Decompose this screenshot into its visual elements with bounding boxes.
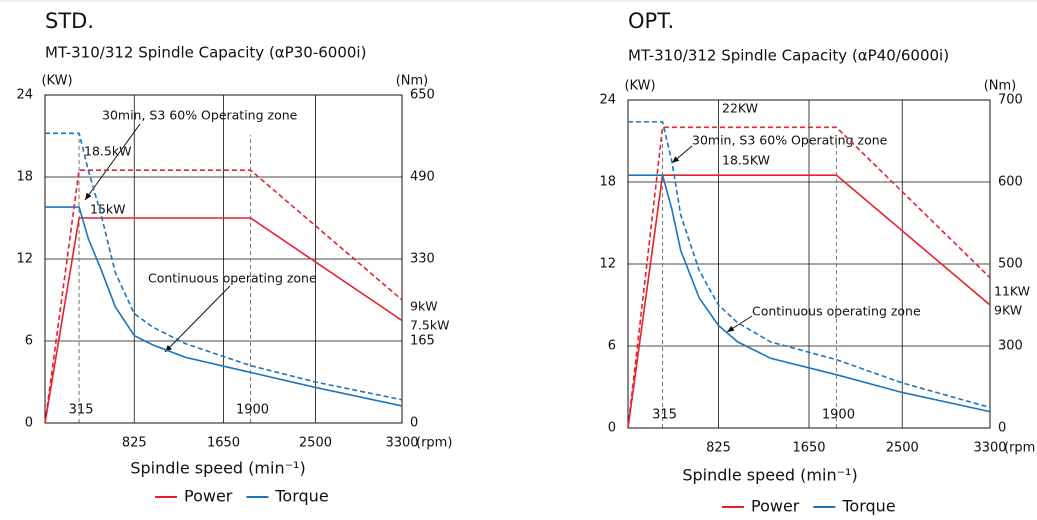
y2-axis-unit: (Nm) — [984, 79, 1017, 94]
x-tick-label: 2500 — [886, 441, 919, 456]
x-axis-unit: (rpm) — [1004, 441, 1037, 456]
y-tick-label: 24 — [16, 88, 33, 103]
y-axis-unit: (KW) — [624, 79, 655, 94]
y-axis-unit: (KW) — [41, 74, 72, 89]
annotation: 11KW — [994, 284, 1030, 299]
plot-border — [44, 94, 403, 424]
annotation-arrow — [671, 145, 693, 164]
x-tick-label: 1650 — [207, 436, 240, 451]
reference-label: 1900 — [236, 403, 269, 418]
plot-border — [627, 99, 991, 429]
reference-label: 315 — [652, 408, 677, 423]
y-tick-label: 12 — [599, 257, 616, 272]
y-tick-label: 6 — [25, 334, 33, 349]
y-tick-label: 24 — [599, 93, 616, 108]
x-tick-label: 2500 — [299, 436, 332, 451]
annotation: 22KW — [722, 101, 758, 116]
y2-tick-label: 330 — [410, 252, 435, 267]
y2-tick-label: 600 — [998, 175, 1023, 190]
y-tick-label: 0 — [25, 416, 33, 431]
legend-label: Power — [184, 487, 233, 506]
annotation: 30min, S3 60% Operating zone — [102, 108, 298, 123]
y2-tick-label: 490 — [410, 170, 435, 185]
y-tick-label: 18 — [599, 175, 616, 190]
legend-label: Torque — [841, 497, 895, 516]
x-axis-unit: (rpm) — [416, 436, 452, 451]
legend-label: Power — [751, 497, 800, 516]
x-tick-label: 3300 — [973, 441, 1006, 456]
x-tick-label: 1650 — [792, 441, 825, 456]
annotation: Continuous operating zone — [148, 271, 317, 286]
x-axis-title: Spindle speed (min⁻¹) — [682, 466, 857, 485]
chart-subtitle: MT-310/312 Spindle Capacity (αP40/6000i) — [628, 47, 949, 65]
y2-tick-label: 650 — [410, 88, 435, 103]
y-tick-label: 12 — [16, 252, 33, 267]
y2-tick-label: 300 — [998, 339, 1023, 354]
y2-tick-label: 165 — [410, 334, 435, 349]
chart-subtitle: MT-310/312 Spindle Capacity (αP30-6000i) — [45, 44, 366, 62]
chart-title: OPT. — [628, 9, 674, 33]
y2-tick-label: 0 — [410, 416, 418, 431]
y2-tick-label: 700 — [998, 93, 1023, 108]
annotation: Continuous operating zone — [752, 304, 921, 319]
series-line — [44, 169, 403, 424]
y2-tick-label: 500 — [998, 257, 1023, 272]
x-tick-label: 3300 — [385, 436, 418, 451]
series-line — [45, 206, 403, 407]
series-line — [45, 132, 403, 401]
annotation-arrow — [84, 123, 141, 201]
annotation-arrow — [726, 315, 753, 333]
annotation: 30min, S3 60% Operating zone — [692, 133, 888, 148]
series-line — [44, 217, 403, 424]
series-line — [627, 174, 991, 429]
y2-tick-label: 0 — [998, 421, 1006, 436]
series-line — [628, 174, 991, 413]
legend-label: Torque — [274, 487, 328, 506]
annotation: 18.5KW — [722, 153, 770, 168]
annotation: 9KW — [994, 303, 1022, 318]
series-line — [628, 121, 991, 409]
y-tick-label: 6 — [608, 339, 616, 354]
annotation: 7.5kW — [410, 318, 449, 333]
annotation: 18.5kW — [84, 144, 131, 159]
y-tick-label: 0 — [608, 421, 616, 436]
reference-label: 315 — [69, 403, 94, 418]
x-axis-title: Spindle speed (min⁻¹) — [130, 459, 305, 478]
reference-label: 1900 — [822, 408, 855, 423]
x-tick-label: 825 — [706, 441, 731, 456]
x-tick-label: 825 — [122, 436, 147, 451]
annotation: 9kW — [410, 299, 438, 314]
y2-axis-unit: (Nm) — [396, 74, 429, 89]
annotation-arrow — [164, 285, 231, 353]
y-tick-label: 18 — [16, 170, 33, 185]
chart-title: STD. — [45, 9, 94, 33]
annotation: 15kW — [90, 202, 126, 217]
